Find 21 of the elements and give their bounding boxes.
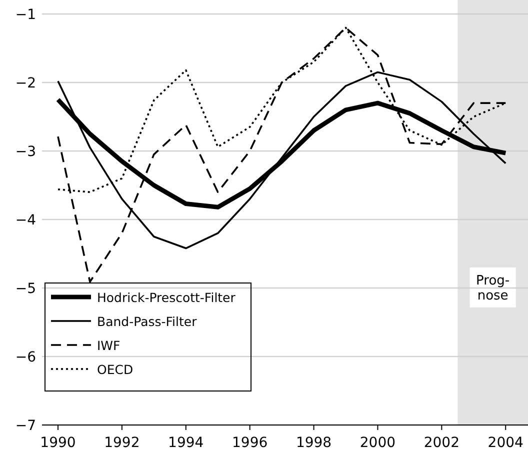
x-tick-label: 1992 [104,435,140,451]
x-tick-label: 1990 [40,435,76,451]
y-tick-label: −2 [15,76,36,92]
y-tick-label: −6 [15,350,36,366]
legend-label: OECD [97,362,134,377]
band-label: Prog- nose [476,273,510,304]
x-tick-label: 1994 [168,435,204,451]
x-tick-label: 1996 [232,435,268,451]
x-tick-label: 2002 [424,435,460,451]
legend-label: Hodrick-Prescott-Filter [97,290,236,305]
y-tick-label: −5 [15,281,36,297]
x-tick-label: 2000 [360,435,396,451]
x-tick-label: 1998 [296,435,332,451]
y-tick-label: −4 [15,212,36,228]
legend-label: IWF [97,338,120,353]
x-tick-label: 2004 [488,435,524,451]
y-tick-label: −1 [15,7,36,23]
label-box: Prog- nose [470,267,516,308]
y-tick-label: −3 [15,144,36,160]
y-tick-label: −7 [15,418,36,434]
legend-label: Band-Pass-Filter [97,314,198,329]
